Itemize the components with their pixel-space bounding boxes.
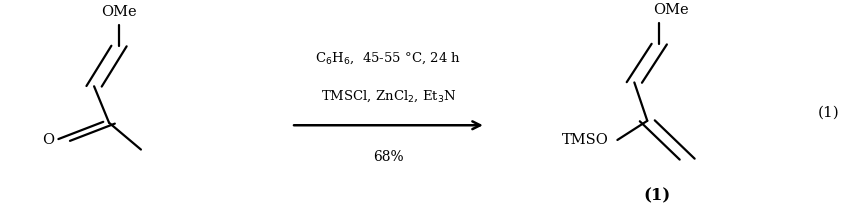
Text: C$_6$H$_6$,  45-55 °C, 24 h: C$_6$H$_6$, 45-55 °C, 24 h: [316, 51, 461, 67]
Text: (1): (1): [818, 106, 839, 120]
Text: TMSO: TMSO: [562, 133, 609, 147]
Text: (1): (1): [643, 187, 671, 204]
Text: OMe: OMe: [101, 5, 137, 19]
Text: TMSCl, ZnCl$_2$, Et$_3$N: TMSCl, ZnCl$_2$, Et$_3$N: [321, 89, 457, 104]
Text: 68%: 68%: [373, 150, 403, 164]
Text: O: O: [42, 133, 54, 147]
Text: OMe: OMe: [654, 3, 689, 17]
